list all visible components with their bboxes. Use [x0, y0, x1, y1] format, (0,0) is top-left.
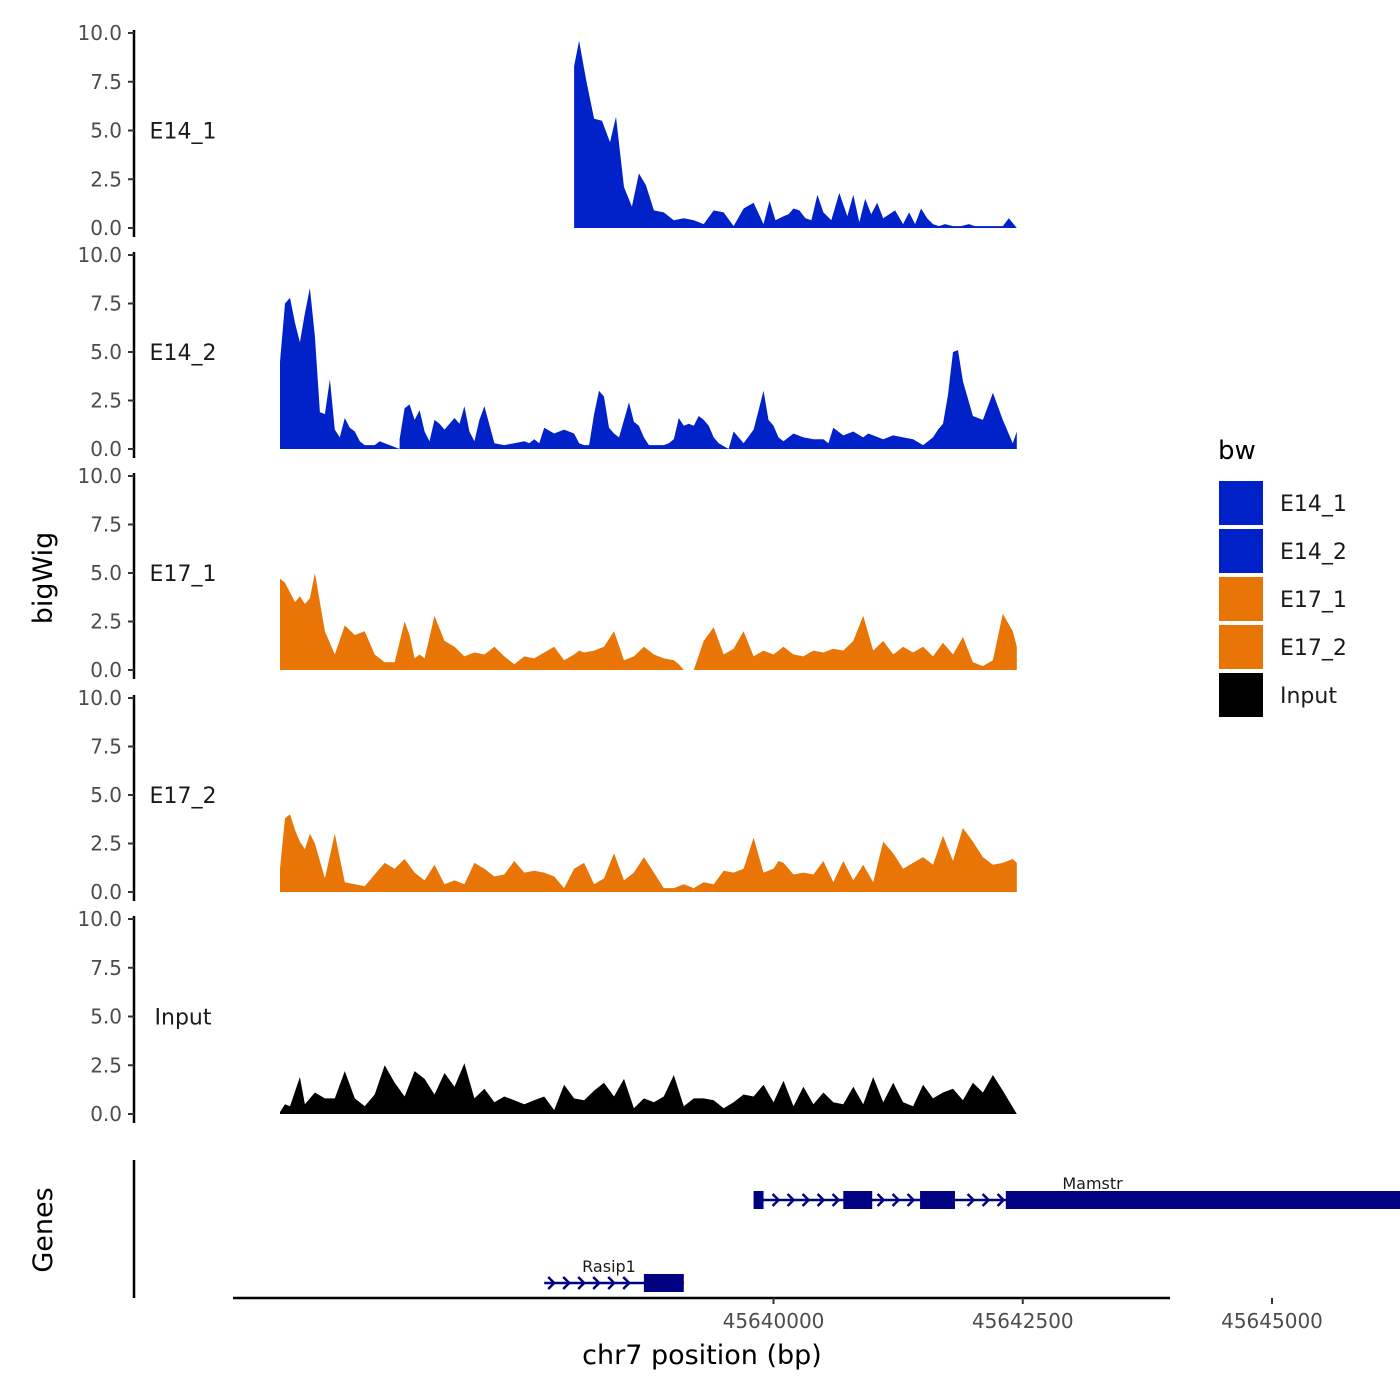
coverage-area — [693, 613, 1017, 670]
track-E17_1: 0.0 2.5 5.0 7.5 10.0 E17_1 — [77, 464, 1017, 682]
track-E14_2: 0.0 2.5 5.0 7.5 10.0 E14_2 — [77, 243, 1017, 461]
track-label: Input — [155, 1006, 212, 1031]
legend-label: E17_2 — [1280, 636, 1347, 661]
y-tick-label: 10.0 — [77, 243, 122, 267]
y-tick-label: 5.0 — [90, 783, 122, 807]
strand-arrow — [547, 1276, 556, 1290]
gene-Mamstr: Mamstr — [753, 1174, 1400, 1209]
gene-Rasip1: Rasip1 — [544, 1257, 684, 1292]
track-label: E17_1 — [150, 562, 217, 587]
y-tick-label: 5.0 — [90, 561, 122, 585]
y-tick-label: 0.0 — [90, 880, 122, 904]
legend-key — [1217, 623, 1265, 671]
y-tick-label: 2.5 — [90, 832, 122, 856]
y-tick-label: 7.5 — [90, 70, 122, 94]
coverage-area — [280, 288, 400, 449]
x-tick-label: 45645000 — [1221, 1309, 1323, 1333]
y-tick-label: 2.5 — [90, 610, 122, 634]
strand-arrow — [891, 1193, 901, 1207]
legend-title: bw — [1218, 436, 1256, 466]
y-tick-label: 5.0 — [90, 1005, 122, 1029]
y-tick-label: 0.0 — [90, 658, 122, 682]
y-tick-label: 7.5 — [90, 292, 122, 316]
strand-arrow — [786, 1193, 796, 1207]
strand-arrow — [906, 1193, 916, 1207]
gene-label: Mamstr — [1062, 1174, 1123, 1193]
legend-key — [1217, 575, 1265, 623]
strand-arrow — [577, 1276, 586, 1290]
coverage-area — [280, 1063, 1017, 1114]
strand-arrow — [876, 1193, 886, 1207]
strand-arrow — [996, 1193, 1006, 1207]
y-tick-label: 2.5 — [90, 389, 122, 413]
x-tick-label: 45640000 — [723, 1309, 825, 1333]
strand-arrow — [816, 1193, 826, 1207]
legend-label: Input — [1280, 684, 1337, 709]
y-tick-label: 7.5 — [90, 956, 122, 980]
strand-arrow — [966, 1193, 976, 1207]
legend-key — [1217, 671, 1265, 719]
x-axis-title: chr7 position (bp) — [582, 1340, 822, 1371]
y-tick-label: 10.0 — [77, 464, 122, 488]
y-tick-label: 7.5 — [90, 735, 122, 759]
coverage-area — [693, 828, 1017, 892]
gene-exon — [643, 1274, 684, 1292]
strand-arrow — [622, 1276, 631, 1290]
strand-arrow — [831, 1193, 841, 1207]
track-label: E17_2 — [150, 784, 217, 809]
gene-exon — [920, 1191, 955, 1209]
gene-exon — [1005, 1191, 1400, 1209]
legend-label: E14_1 — [1280, 492, 1347, 517]
y-tick-label: 10.0 — [77, 21, 122, 45]
y-tick-label: 10.0 — [77, 686, 122, 710]
x-tick-label: 45642500 — [972, 1309, 1074, 1333]
y-tick-label: 5.0 — [90, 119, 122, 143]
strand-arrow — [607, 1276, 616, 1290]
track-E14_1: 0.0 2.5 5.0 7.5 10.0 E14_1 — [77, 21, 1017, 240]
genes-axis-title: Genes — [28, 1187, 59, 1272]
legend-label: E14_2 — [1280, 540, 1347, 565]
coverage-area — [399, 390, 729, 449]
legend: bw E14_1 E14_2 E17_1 E17_2 Input — [1217, 436, 1347, 719]
y-tick-label: 5.0 — [90, 340, 122, 364]
coverage-tracks: 0.0 2.5 5.0 7.5 10.0 E14_1 0.0 2.5 5.0 7.5 10.0 E14… — [77, 21, 1017, 1126]
y-tick-label: 7.5 — [90, 513, 122, 537]
strand-arrow — [981, 1193, 991, 1207]
y-tick-label: 2.5 — [90, 1053, 122, 1077]
gene-exon — [843, 1191, 873, 1209]
legend-key — [1217, 527, 1265, 575]
y-tick-label: 10.0 — [77, 907, 122, 931]
y-axis-title: bigWig — [28, 532, 59, 625]
y-tick-label: 0.0 — [90, 437, 122, 461]
strand-arrow — [771, 1193, 781, 1207]
legend-label: E17_1 — [1280, 588, 1347, 613]
coverage-area — [574, 40, 1017, 228]
legend-key — [1217, 479, 1265, 527]
track-label: E14_1 — [150, 120, 217, 145]
strand-arrow — [592, 1276, 601, 1290]
x-axis: 45640000 45642500 45645000 — [233, 1296, 1323, 1333]
strand-arrow — [562, 1276, 571, 1290]
track-label: E14_2 — [150, 341, 217, 366]
coverage-area — [728, 350, 1017, 449]
genes-track: Mamstr Rasip1 — [132, 1160, 1400, 1298]
track-E17_2: 0.0 2.5 5.0 7.5 10.0 E17_2 — [77, 686, 1017, 904]
coverage-area — [280, 814, 694, 892]
coverage-area — [280, 573, 684, 670]
gene-label: Rasip1 — [582, 1257, 636, 1276]
strand-arrow — [801, 1193, 811, 1207]
y-tick-label: 0.0 — [90, 1102, 122, 1126]
track-Input: 0.0 2.5 5.0 7.5 10.0 Input — [77, 907, 1017, 1126]
y-tick-label: 0.0 — [90, 216, 122, 240]
y-tick-label: 2.5 — [90, 167, 122, 191]
gene-exon — [753, 1191, 764, 1209]
